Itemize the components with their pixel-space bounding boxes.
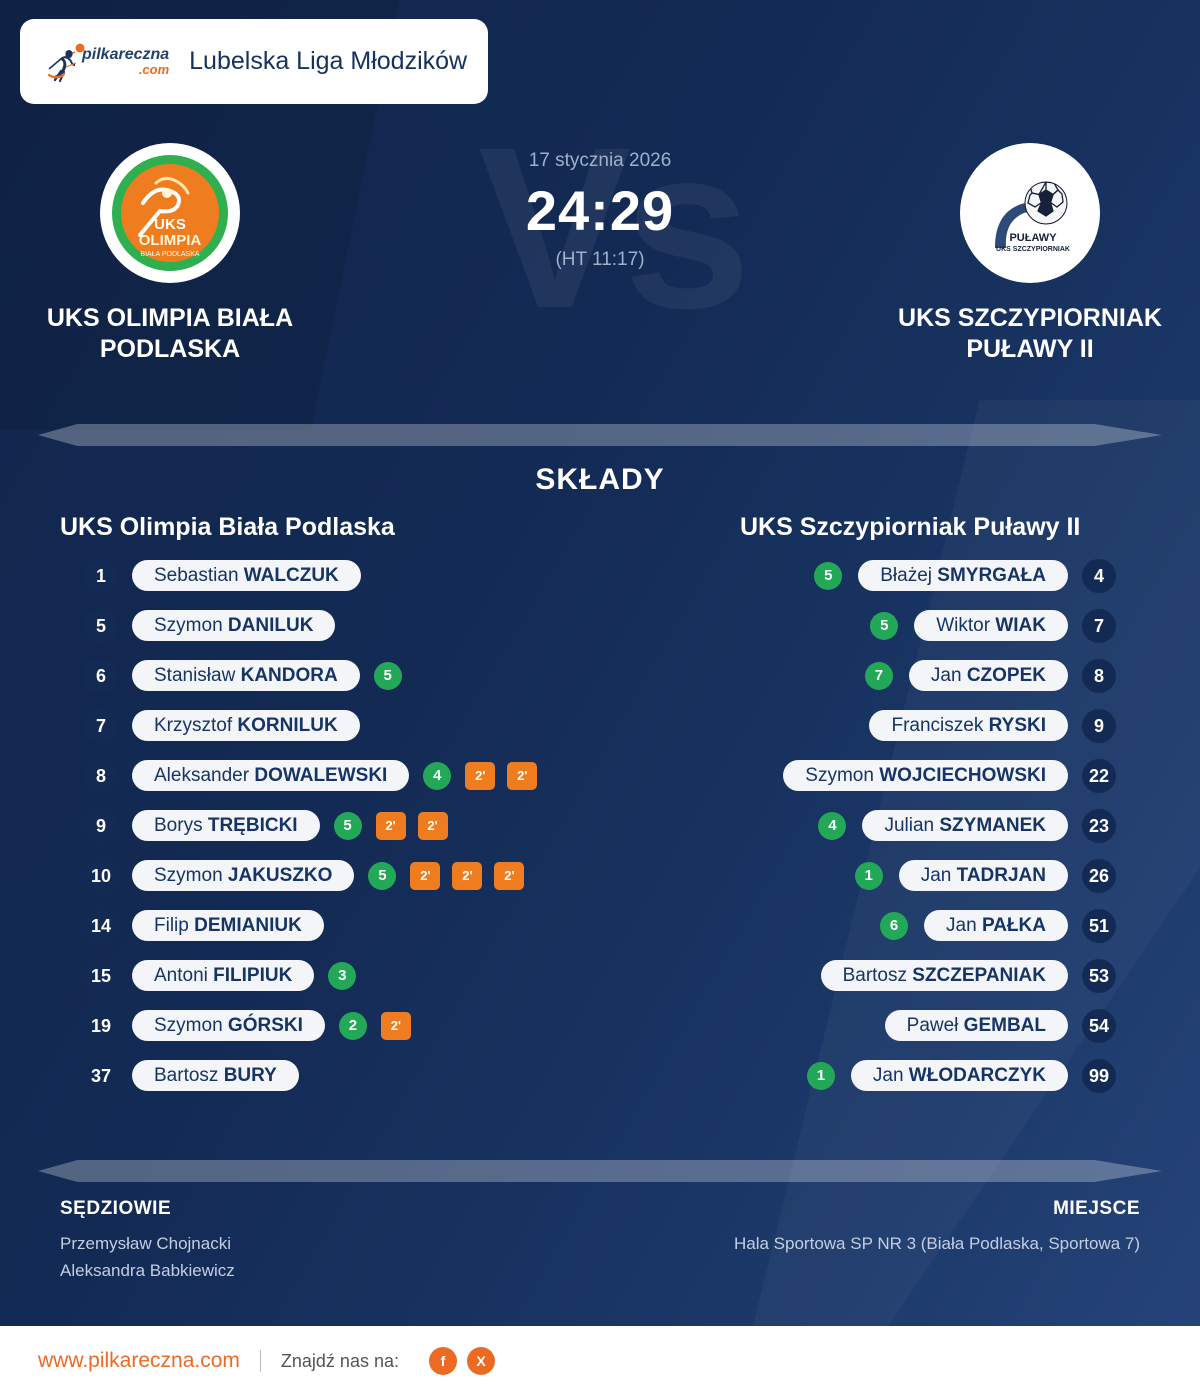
svg-text:OLIMPIA: OLIMPIA (139, 232, 202, 249)
svg-text:BIAŁA PODLASKA: BIAŁA PODLASKA (140, 251, 199, 258)
svg-text:UKS SZCZYPIORNIAK: UKS SZCZYPIORNIAK (996, 246, 1070, 253)
svg-text:UKS: UKS (154, 216, 186, 233)
svg-text:PUŁAWY: PUŁAWY (1009, 232, 1057, 244)
